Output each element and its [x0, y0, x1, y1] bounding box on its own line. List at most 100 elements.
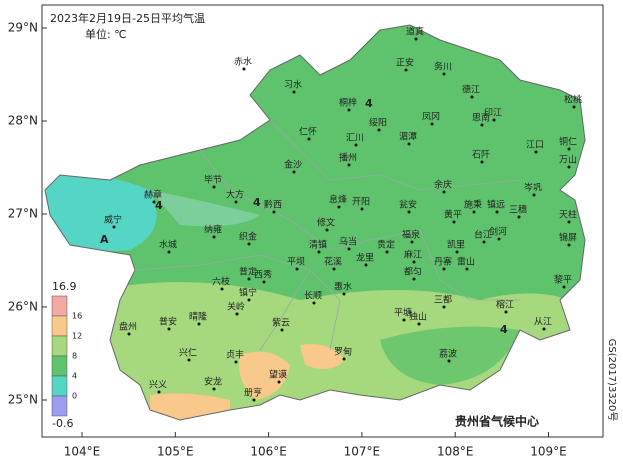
city-dot [447, 359, 451, 363]
city-name: 长顺 [304, 290, 322, 302]
city-name: 息烽 [329, 194, 347, 206]
region-borders [134, 119, 521, 351]
legend-label: 8 [72, 352, 77, 361]
city-name: 万山 [559, 155, 577, 166]
city-name: 从江 [534, 317, 552, 328]
lat-label: 25°N [8, 393, 38, 407]
city-dot [414, 37, 418, 41]
contour-label: A [100, 233, 109, 246]
city-name: 开阳 [352, 197, 370, 208]
city-dot [567, 243, 571, 247]
city-dot [455, 250, 459, 254]
legend-label: 4 [72, 372, 77, 381]
city-dot [567, 220, 571, 224]
legend-swatch [51, 355, 68, 377]
city-name: 道真 [406, 26, 424, 38]
credit: 贵州省气候中心 [455, 414, 539, 429]
city-name: 独山 [409, 311, 427, 323]
legend-label: 0 [72, 392, 77, 401]
city-dot [452, 220, 456, 224]
contour-label: 4 [365, 97, 373, 110]
city-name: 普定 [239, 266, 257, 278]
city-dot [402, 318, 406, 322]
city-dot [347, 163, 351, 167]
city-name: 瓮安 [399, 199, 417, 211]
city-name: 黎平 [554, 274, 572, 286]
city-dot [567, 147, 571, 151]
city-name: 织金 [239, 231, 257, 243]
city-name: 乌当 [339, 236, 357, 248]
legend: 16.9 16 12 8 4 0 -0.6 [51, 280, 82, 430]
city-dot [187, 358, 191, 362]
city-name: 平塘 [394, 307, 412, 319]
city-dot [280, 328, 284, 332]
city-dot [342, 292, 346, 296]
city-name: 望谟 [269, 369, 287, 381]
city-dot [492, 118, 496, 122]
city-name: 铜仁 [559, 136, 577, 148]
city-dot [410, 240, 414, 244]
city-name: 仁怀 [299, 126, 317, 138]
city-dot [235, 312, 239, 316]
city-name: 清镇 [309, 239, 327, 251]
city-name: 石阡 [472, 150, 490, 161]
city-dot [482, 240, 486, 244]
city-name: 黔西 [264, 199, 282, 211]
city-dot [212, 235, 216, 239]
city-dot [252, 398, 256, 402]
city-dot [504, 310, 508, 314]
contour-label: 4 [253, 196, 261, 209]
legend-label: 12 [72, 332, 82, 341]
city-name: 台江 [474, 229, 492, 241]
city-dot [127, 332, 131, 336]
city-name: 大方 [226, 189, 244, 201]
city-name: 晴隆 [189, 311, 207, 323]
city-name: 兴仁 [179, 347, 197, 359]
city-name: 凤冈 [422, 112, 440, 123]
lat-label: 26°N [8, 300, 38, 314]
lon-label: 105°E [157, 445, 194, 459]
city-dot [242, 67, 246, 71]
city-name: 六枝 [212, 276, 230, 288]
city-name: 荔波 [439, 348, 457, 360]
legend-label: 16.9 [52, 280, 77, 293]
lon-label: 104°E [64, 445, 101, 459]
city-dot [167, 250, 171, 254]
city-dot [430, 122, 434, 126]
city-name: 修文 [317, 217, 335, 229]
city-name: 西秀 [254, 269, 272, 281]
contour-label: 4 [155, 199, 163, 212]
city-dot [157, 390, 161, 394]
city-dot [532, 193, 536, 197]
city-dot [567, 165, 571, 169]
city-dot [312, 301, 316, 305]
city-dot [465, 267, 469, 271]
city-name: 务川 [434, 61, 452, 73]
city-name: 播州 [339, 152, 357, 164]
city-dot [495, 210, 499, 214]
city-dot [412, 260, 416, 264]
city-name: 福泉 [402, 229, 420, 241]
city-name: 关岭 [227, 301, 245, 313]
lat-label: 29°N [8, 21, 38, 35]
city-name: 天柱 [559, 209, 577, 221]
city-name: 普安 [159, 316, 177, 328]
city-dot [480, 123, 484, 127]
city-name: 麻江 [404, 249, 422, 261]
city-name: 印江 [484, 107, 502, 119]
city-name: 贞丰 [226, 349, 244, 361]
city-name: 惠水 [334, 281, 352, 293]
map-code: GS(2017)3320号 [606, 339, 618, 422]
city-dot [220, 287, 224, 291]
city-dot [472, 210, 476, 214]
city-dot [277, 380, 281, 384]
city-name: 赤水 [234, 56, 252, 68]
city-name: 龙里 [356, 252, 374, 264]
lon-label: 108°E [437, 445, 474, 459]
legend-label: 16 [72, 312, 82, 321]
city-dot [247, 242, 251, 246]
city-dot [497, 237, 501, 241]
city-dot [347, 247, 351, 251]
city-dot [234, 200, 238, 204]
city-name: 都匀 [404, 266, 422, 278]
